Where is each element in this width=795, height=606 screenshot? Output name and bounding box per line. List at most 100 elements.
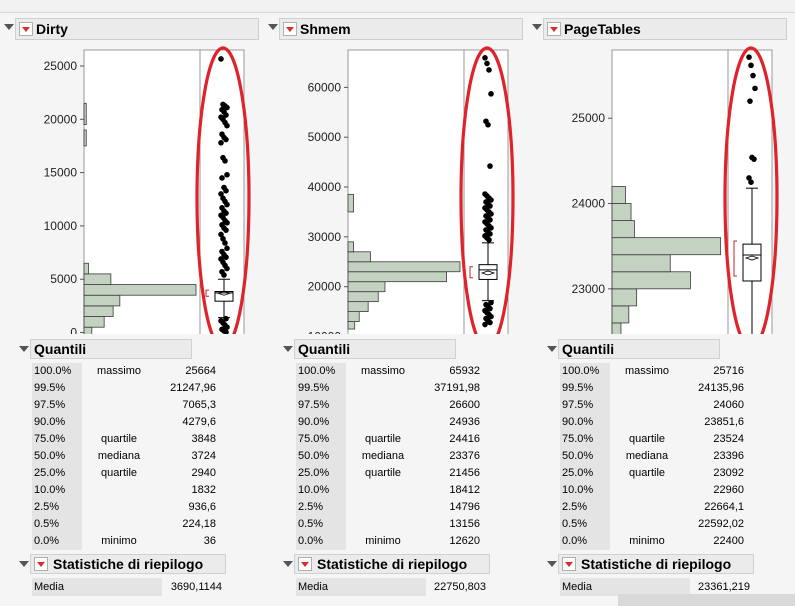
quantile-name: quartile — [100, 467, 138, 479]
quantile-percent: 100.0% — [560, 363, 610, 380]
outlier-point — [486, 237, 492, 243]
mean-value: 3690,1144 — [170, 581, 222, 593]
outlier-point — [223, 187, 229, 194]
outlier-point — [748, 179, 754, 186]
outlier-point — [224, 122, 230, 129]
quantile-value: 24135,96 — [698, 382, 744, 394]
disclosure-icon[interactable] — [532, 24, 542, 30]
mean-value: 22750,803 — [434, 581, 486, 593]
summary-stats-header[interactable]: Statistiche di riepilogo — [558, 554, 754, 574]
quantile-value: 4279,6 — [182, 416, 216, 428]
red-triangle-menu-icon[interactable] — [19, 22, 33, 36]
y-tick-label: 40000 — [308, 180, 342, 194]
histogram-bar — [347, 271, 447, 283]
outlier-point — [486, 67, 492, 73]
quantile-name: quartile — [628, 467, 666, 479]
summary-stats-header[interactable]: Statistiche di riepilogo — [294, 554, 490, 574]
disclosure-icon[interactable] — [4, 24, 14, 30]
histogram-bar — [347, 321, 356, 330]
quantiles-header[interactable]: Quantili — [294, 339, 456, 359]
histogram-bar — [611, 203, 632, 221]
quantile-percent: 10.0% — [296, 482, 346, 499]
histogram-bar — [611, 271, 691, 290]
disclosure-icon[interactable] — [19, 346, 29, 352]
quantiles-header[interactable]: Quantili — [30, 339, 192, 359]
quantile-percent: 100.0% — [32, 363, 82, 380]
red-triangle-menu-icon[interactable] — [34, 557, 48, 571]
outlier-point — [219, 175, 225, 181]
quantile-value: 24936 — [449, 416, 480, 428]
distribution-chart: 0 5000 10000 15000 20000 25000 — [44, 46, 251, 334]
mean-diamond — [216, 290, 232, 296]
disclosure-icon[interactable] — [283, 561, 293, 567]
quantile-value: 3724 — [191, 450, 216, 462]
panel-header[interactable]: Shmem — [279, 18, 523, 40]
quantile-percent: 90.0% — [296, 414, 346, 431]
red-triangle-menu-icon[interactable] — [298, 557, 312, 571]
highlight-ellipse — [723, 46, 779, 334]
quantile-row: 99.5% 24135,96 — [560, 380, 750, 397]
quantile-name: minimo — [365, 535, 401, 547]
quantile-value: 23524 — [713, 433, 744, 445]
quantile-percent: 10.0% — [560, 482, 610, 499]
outlier-point — [220, 235, 226, 242]
quantile-value: 224,18 — [182, 518, 216, 530]
quantile-value: 7065,3 — [182, 399, 216, 411]
quantile-row: 90.0% 23851,6 — [560, 414, 750, 431]
quantile-name: mediana — [97, 450, 141, 462]
quantile-value: 13156 — [449, 518, 480, 530]
outlier-point — [488, 225, 494, 231]
y-tick-label: 30000 — [308, 230, 342, 244]
outlier-point — [487, 305, 493, 312]
histogram-bar — [347, 291, 379, 303]
quantile-name: quartile — [364, 467, 402, 479]
quantile-percent: 0.0% — [296, 533, 346, 550]
outlier-point — [488, 91, 494, 97]
quantile-value: 936,6 — [188, 501, 216, 513]
highlight-ellipse — [459, 46, 515, 334]
disclosure-icon[interactable] — [547, 561, 557, 567]
mean-row: Media 22750,803 — [296, 578, 486, 596]
disclosure-icon[interactable] — [268, 24, 278, 30]
disclosure-icon[interactable] — [19, 561, 29, 567]
mean-label: Media — [296, 578, 426, 596]
histogram-bar — [611, 220, 635, 239]
quantile-value: 37191,98 — [434, 382, 480, 394]
disclosure-icon[interactable] — [283, 346, 293, 352]
outlier-point — [222, 158, 228, 164]
histogram-bar — [83, 316, 105, 328]
histogram-bar — [83, 294, 121, 307]
quantile-row: 50.0% mediana 23396 — [560, 448, 750, 465]
histogram-bar — [83, 262, 89, 275]
quantile-percent: 100.0% — [296, 363, 346, 380]
outlier-point — [488, 211, 494, 217]
quantile-percent: 50.0% — [32, 448, 82, 465]
panel-header[interactable]: PageTables — [543, 18, 787, 40]
quantile-row: 2.5% 22664,1 — [560, 499, 750, 516]
outlier-point — [218, 191, 224, 197]
red-triangle-menu-icon[interactable] — [562, 557, 576, 571]
outlier-point — [224, 245, 230, 252]
outlier-point — [488, 313, 494, 320]
y-tick-label: 5000 — [50, 272, 77, 286]
quantile-value: 36 — [203, 535, 216, 547]
quantile-row: 25.0% quartile 21456 — [296, 465, 486, 482]
report-panel-pagetables: PageTables 23000 24000 25000 Quantili 100.… — [528, 14, 792, 606]
quantiles-title: Quantili — [562, 341, 615, 357]
outlier-point — [223, 227, 229, 233]
outlier-point — [482, 321, 488, 328]
red-triangle-menu-icon[interactable] — [283, 22, 297, 36]
horizontal-scrollbar[interactable] — [618, 594, 795, 606]
red-triangle-menu-icon[interactable] — [547, 22, 561, 36]
panel-header[interactable]: Dirty — [15, 18, 259, 40]
mean-row: Media 3690,1144 — [32, 578, 222, 596]
histogram-bar — [611, 254, 671, 273]
disclosure-icon[interactable] — [547, 346, 557, 352]
summary-stats-header[interactable]: Statistiche di riepilogo — [30, 554, 226, 574]
outlier-point — [746, 54, 752, 60]
quantiles-header[interactable]: Quantili — [558, 339, 720, 359]
outlier-point — [747, 98, 753, 104]
outlier-point — [222, 240, 228, 246]
mean-diamond — [480, 270, 496, 276]
y-tick-label: 23000 — [572, 282, 606, 296]
